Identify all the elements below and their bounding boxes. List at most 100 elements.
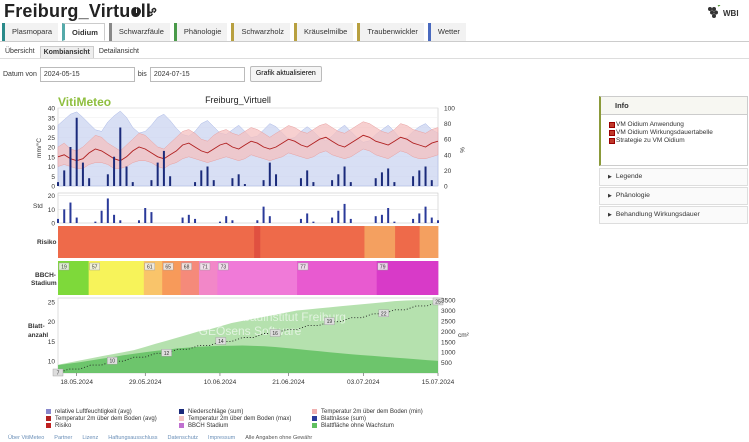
date-to-input[interactable]	[149, 66, 245, 82]
leaf-wetness-bar	[337, 210, 340, 223]
legend-label: Temperatur 2m über dem Boden (min)	[321, 408, 423, 415]
legend-item: Risiko	[46, 422, 179, 429]
precip-bar	[312, 182, 315, 186]
bbch-code-badge	[377, 262, 388, 271]
leaf-count-value: 10	[110, 359, 116, 365]
tab-wetter[interactable]: Wetter	[427, 23, 466, 41]
tab-traubenwickler[interactable]: Traubenwickler	[357, 23, 424, 41]
date-to-label: bis	[137, 70, 147, 78]
info-link[interactable]: Strategie zu VM Oidium	[601, 137, 747, 144]
legend-label: relative Luftfeuchtigkeit (avg)	[55, 408, 132, 415]
risk-cell	[254, 226, 261, 258]
footer-link[interactable]: Lizenz	[82, 435, 99, 441]
subtab-2[interactable]: Detailansicht	[98, 48, 139, 55]
legend-label: BBCH Stadium	[188, 422, 229, 429]
bbch-code-badge	[58, 262, 70, 271]
y-tick-left: 15	[48, 154, 56, 161]
precip-bar	[119, 127, 122, 186]
risk-cell	[248, 226, 255, 258]
risk-cell	[131, 226, 139, 258]
info-icon[interactable]: i	[132, 7, 141, 16]
precip-bar	[231, 178, 234, 186]
accordion-2[interactable]: ▶ Behandlung Wirkungsdauer	[599, 206, 748, 224]
risk-cell	[260, 226, 267, 258]
tab-phänologie[interactable]: Phänologie	[173, 23, 228, 41]
y-tick-right: 40	[444, 152, 452, 159]
update-chart-button[interactable]: Grafik aktualisieren	[249, 66, 322, 82]
risk-cell	[211, 226, 218, 258]
tab-kräuselmilbe[interactable]: Kräuselmilbe	[293, 23, 354, 41]
precip-bar	[169, 176, 172, 186]
leaf-count-badge	[378, 309, 389, 317]
info-link-label: VM Oidium Anwendung	[616, 121, 684, 128]
y-tick-area: 500	[441, 360, 452, 367]
accordion-1[interactable]: ▶ Phänologie	[599, 187, 748, 205]
leaves-unit: cm²	[458, 332, 470, 339]
subtab-1[interactable]: Kombiansicht	[39, 46, 94, 59]
risk-cell	[401, 226, 408, 258]
y-tick-area: 3500	[441, 298, 456, 305]
footer-link[interactable]: Partner	[54, 435, 73, 441]
precip-bar	[156, 162, 159, 186]
link-icon[interactable]	[147, 7, 157, 19]
precip-bar	[275, 174, 278, 186]
leaf-wetness-bar	[144, 208, 147, 223]
bbch-code: 71	[202, 265, 208, 271]
accordion-0[interactable]: ▶ Legende	[599, 168, 748, 186]
risk-label: Risiko	[37, 239, 57, 246]
y-label-left: mm/°C	[35, 138, 43, 158]
date-from-input[interactable]	[39, 66, 135, 82]
leaf-wetness-bar	[94, 221, 97, 223]
y-tick-left: 35	[48, 115, 56, 122]
date-from-label: Datum von	[3, 70, 37, 78]
risk-cell	[407, 226, 414, 258]
risk-cell	[309, 226, 316, 258]
footer-link[interactable]: Datenschutz	[167, 435, 199, 441]
footer-link[interactable]: Über VitiMeteo	[8, 435, 45, 441]
y-tick-left: 0	[51, 184, 55, 191]
risk-cell	[107, 226, 114, 258]
leaf-wetness-bar	[268, 216, 271, 223]
risk-cell	[113, 226, 120, 258]
precip-bar	[237, 174, 240, 186]
risk-cell	[125, 226, 132, 258]
bbch-code-badge	[218, 262, 229, 271]
leaf-count-badge	[269, 329, 281, 337]
risk-cell	[94, 226, 102, 258]
bbch-code-badge	[89, 262, 100, 271]
precip-bar	[194, 182, 197, 186]
bbch-code-badge	[181, 262, 192, 271]
footer-link[interactable]: Impressum	[208, 435, 236, 441]
precip-bar	[88, 178, 91, 186]
info-link[interactable]: VM Oidium Wirkungsdauertabelle	[601, 129, 747, 136]
risk-cell	[358, 226, 365, 258]
leaf-count-badge	[324, 317, 335, 325]
leaf-wetness-bar	[119, 220, 122, 223]
caret-right-icon: ▶	[608, 193, 612, 199]
pdf-icon	[609, 129, 615, 136]
leaf-wetness-bar	[299, 218, 302, 223]
y-tick-leaves: 20	[48, 319, 56, 326]
legend-swatch	[179, 416, 184, 421]
tab-schwarzfäule[interactable]: Schwarzfäule	[108, 23, 170, 41]
leaf-count-value: 7	[57, 371, 60, 377]
precip-bar	[63, 170, 66, 186]
leaf-count-value: 16	[272, 331, 278, 337]
info-link[interactable]: VM Oidium Anwendung	[601, 121, 747, 128]
legend-item: Niederschläge (sum)	[179, 408, 312, 415]
legend-item: Temperatur 2m über dem Boden (max)	[179, 415, 312, 422]
leaf-wetness-bar	[262, 206, 265, 223]
tab-plasmopara[interactable]: Plasmopara	[2, 23, 59, 41]
legend-label: Niederschläge (sum)	[188, 408, 244, 415]
precip-bar	[243, 184, 246, 186]
tab-schwarzholz[interactable]: Schwarzholz	[231, 23, 290, 41]
tab-oidium[interactable]: Oidium	[62, 23, 105, 41]
precip-bar	[81, 162, 84, 186]
leaf-wetness-bar	[150, 212, 153, 223]
footer-link[interactable]: Haftungsausschluss	[108, 435, 158, 441]
precip-bar	[380, 172, 383, 186]
subtab-0[interactable]: Übersicht	[5, 48, 35, 55]
leaf-wetness-bar	[69, 202, 72, 223]
risk-cell	[186, 226, 194, 258]
risk-cell	[364, 226, 371, 258]
